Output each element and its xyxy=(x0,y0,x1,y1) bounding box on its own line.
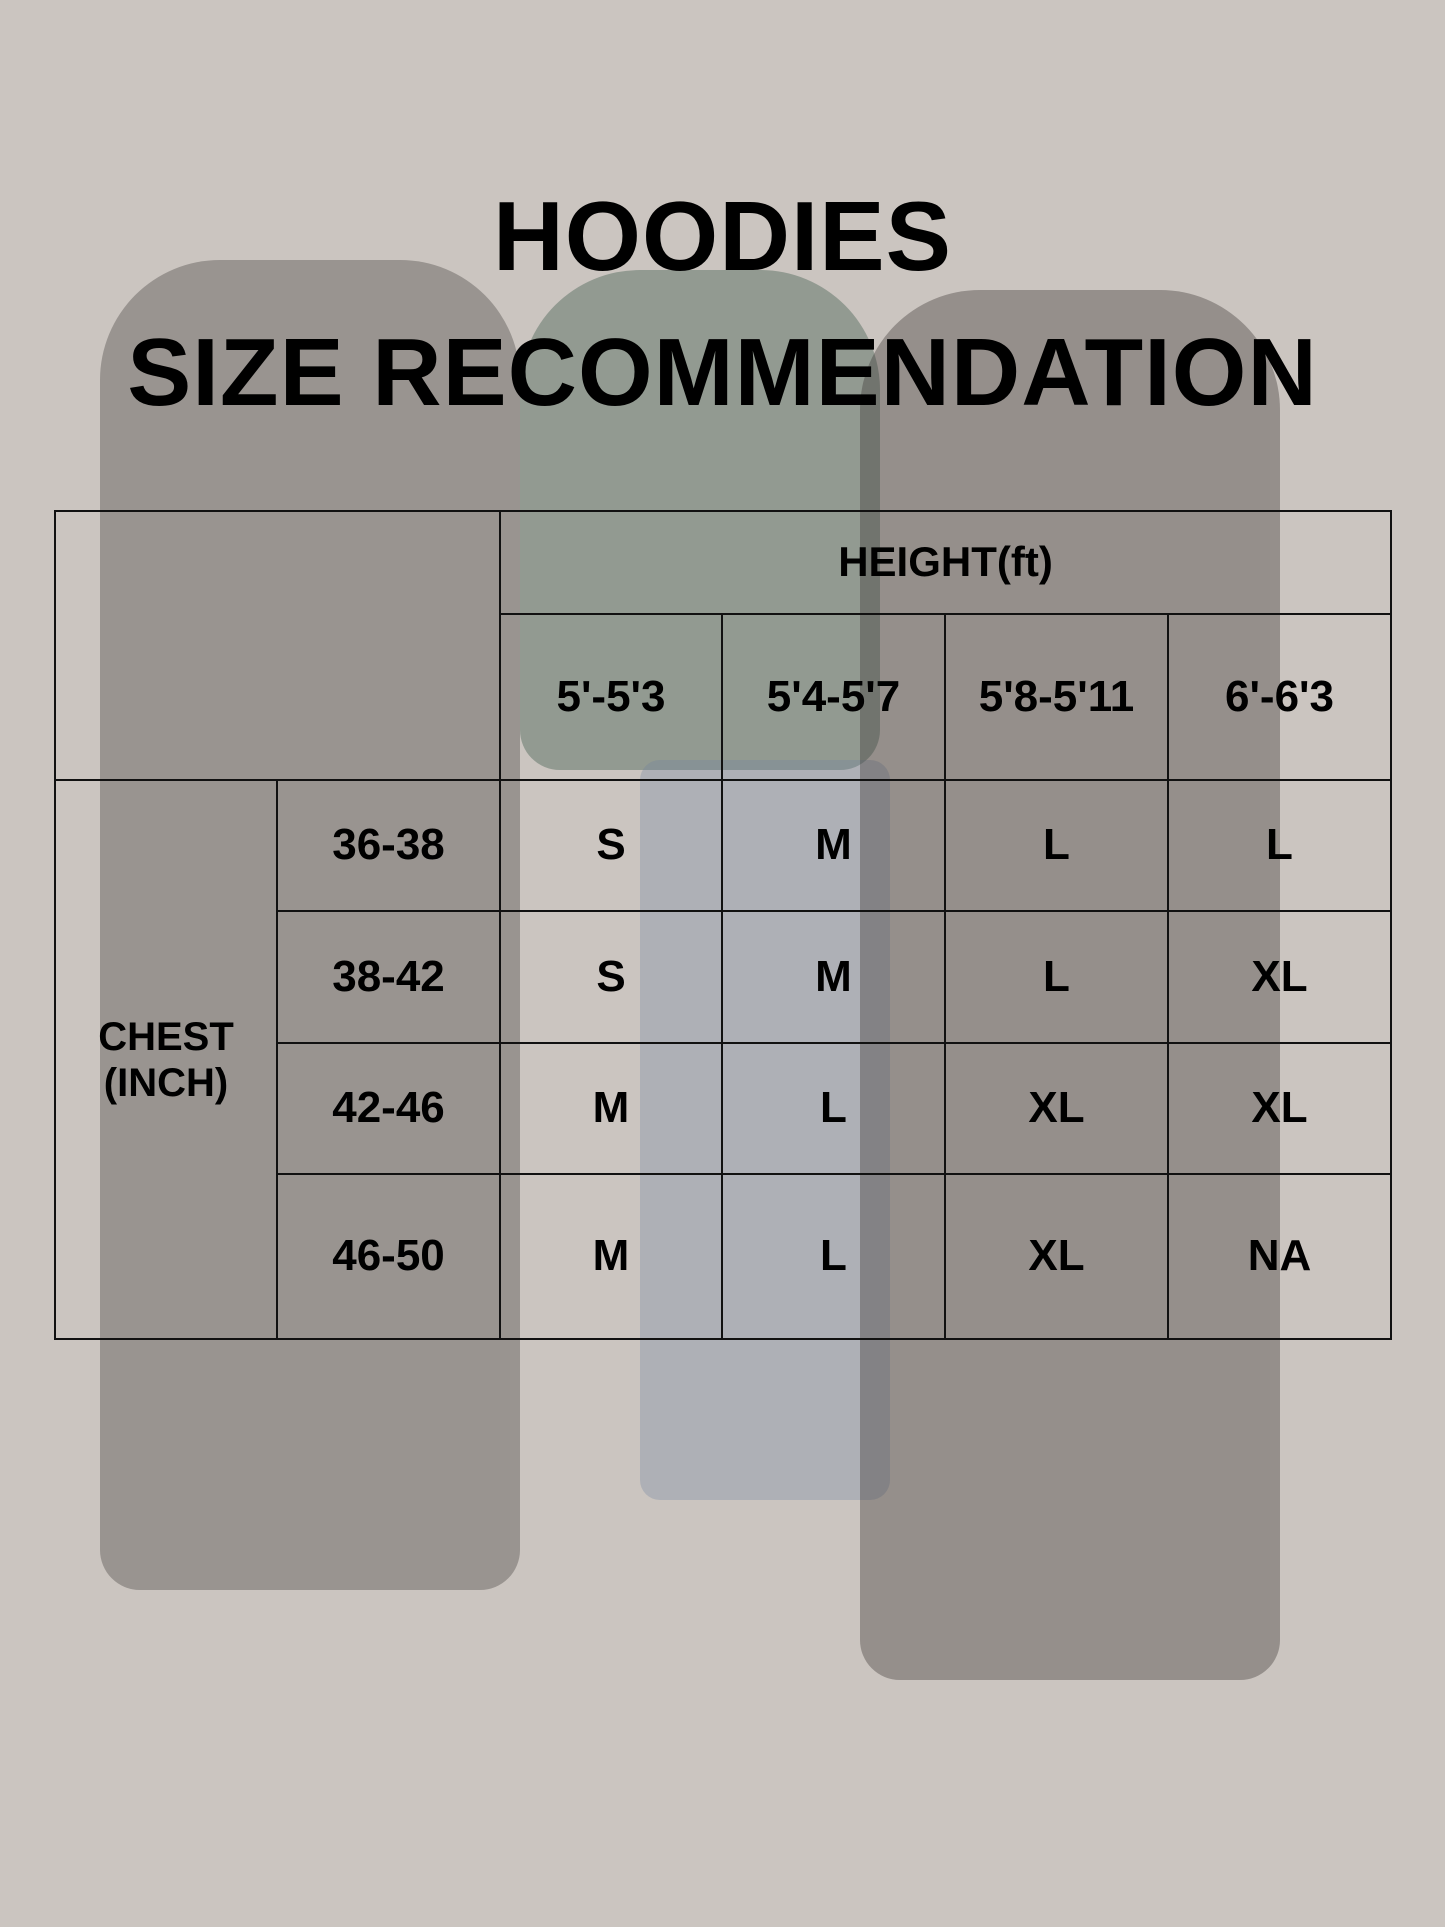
chest-header-line-1: CHEST xyxy=(98,1014,234,1059)
size-cell: XL xyxy=(1167,910,1392,1044)
chest-header-line-2: (INCH) xyxy=(103,1060,229,1105)
size-cell: XL xyxy=(1167,1042,1392,1175)
chest-range-cell: 36-38 xyxy=(276,779,501,912)
size-cell: S xyxy=(499,779,723,912)
size-cell: L xyxy=(721,1173,946,1340)
size-cell: L xyxy=(944,910,1169,1044)
chest-range-cell: 38-42 xyxy=(276,910,501,1044)
person-center-jeans xyxy=(640,760,890,1500)
height-header: HEIGHT(ft) xyxy=(499,510,1392,615)
size-cell: XL xyxy=(944,1173,1169,1340)
height-range-header: 5'4-5'7 xyxy=(721,613,946,781)
person-right-silhouette xyxy=(860,290,1280,1680)
size-cell: L xyxy=(944,779,1169,912)
size-cell: S xyxy=(499,910,723,1044)
size-cell: M xyxy=(721,779,946,912)
size-cell: L xyxy=(721,1042,946,1175)
height-range-header: 6'-6'3 xyxy=(1167,613,1392,781)
size-cell: NA xyxy=(1167,1173,1392,1340)
person-center-silhouette xyxy=(520,270,880,770)
size-cell: M xyxy=(721,910,946,1044)
chest-header: CHEST (INCH) xyxy=(54,779,278,1340)
height-range-header: 5'-5'3 xyxy=(499,613,723,781)
chest-range-cell: 42-46 xyxy=(276,1042,501,1175)
empty-corner-cell xyxy=(54,510,501,781)
chest-range-cell: 46-50 xyxy=(276,1173,501,1340)
title-line-2: SIZE RECOMMENDATION xyxy=(127,319,1318,426)
size-cell: M xyxy=(499,1173,723,1340)
person-left-silhouette xyxy=(100,260,520,1590)
size-cell: M xyxy=(499,1042,723,1175)
title-line-1: HOODIES xyxy=(493,181,952,291)
height-range-header: 5'8-5'11 xyxy=(944,613,1169,781)
size-cell: XL xyxy=(944,1042,1169,1175)
size-cell: L xyxy=(1167,779,1392,912)
